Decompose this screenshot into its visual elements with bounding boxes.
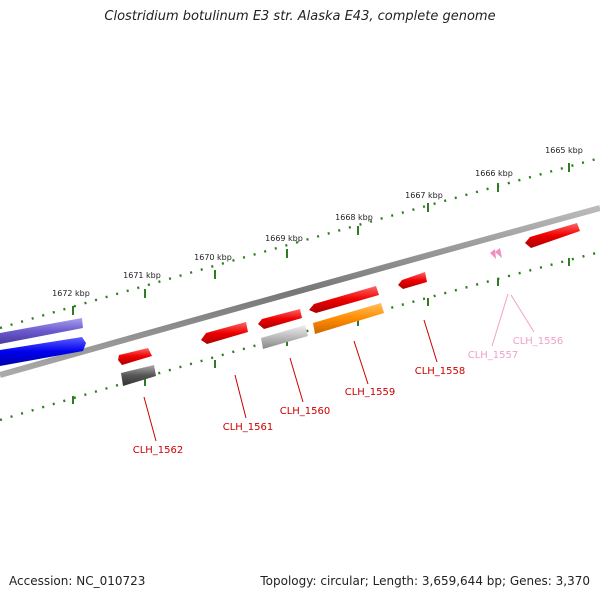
- gene-labels: CLH_1556 CLH_1557 CLH_1558 CLH_1559 CLH_…: [133, 336, 564, 456]
- cds-pink[interactable]: [495, 248, 502, 258]
- gene-label: CLH_1562: [133, 445, 184, 456]
- cds-darkgray[interactable]: [121, 365, 156, 386]
- tick-label: 1667 kbp: [405, 191, 443, 200]
- gene-label: CLH_1559: [345, 387, 396, 398]
- cds-red[interactable]: [525, 223, 580, 248]
- outer-tick-ring: [0, 156, 600, 330]
- tick-label: 1668 kbp: [335, 213, 373, 222]
- reverse-genes: [0, 303, 384, 386]
- tick-label: 1666 kbp: [475, 169, 513, 178]
- gene-label: CLH_1558: [415, 366, 466, 377]
- cds-orange[interactable]: [313, 303, 384, 334]
- cds-red[interactable]: [398, 272, 427, 289]
- cds-red[interactable]: [258, 309, 302, 329]
- cds-red[interactable]: [309, 286, 379, 313]
- tick-label: 1671 kbp: [123, 271, 161, 280]
- genome-backbone: [0, 205, 600, 378]
- genome-summary-text: Topology: circular; Length: 3,659,644 bp…: [260, 574, 590, 588]
- tick-label: 1669 kbp: [265, 234, 303, 243]
- tick-label: 1672 kbp: [52, 289, 90, 298]
- cds-purple[interactable]: [0, 318, 83, 344]
- accession-text: Accession: NC_010723: [9, 574, 146, 588]
- cds-red[interactable]: [201, 322, 248, 344]
- tick-label: 1670 kbp: [194, 253, 232, 262]
- gene-label: CLH_1561: [223, 422, 274, 433]
- cds-blue[interactable]: [0, 337, 86, 366]
- map-title: Clostridium botulinum E3 str. Alaska E43…: [104, 9, 496, 24]
- gene-label: CLH_1560: [280, 406, 331, 417]
- tick-label: 1665 kbp: [545, 146, 583, 155]
- cds-pink[interactable]: [490, 249, 496, 259]
- tick-labels: 1665 kbp 1666 kbp 1667 kbp 1668 kbp 1669…: [52, 146, 583, 298]
- leader-lines: [143, 293, 535, 442]
- cds-red[interactable]: [118, 348, 152, 365]
- cds-gray[interactable]: [261, 325, 308, 349]
- forward-genes: [0, 223, 580, 344]
- gene-label: CLH_1557: [468, 350, 519, 361]
- gene-label: CLH_1556: [513, 336, 564, 347]
